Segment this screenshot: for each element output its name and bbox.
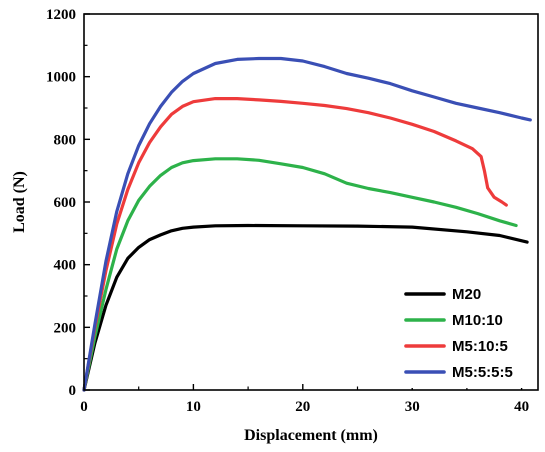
- legend-label-m20: M20: [452, 286, 481, 303]
- series-lines: [82, 56, 532, 392]
- legend-box: [388, 270, 536, 388]
- x-tick-label: 10: [186, 399, 201, 415]
- y-tick-label: 600: [54, 195, 77, 211]
- legend-label-m10-10: M10:10: [452, 312, 503, 329]
- plot-frame: [83, 13, 539, 391]
- y-tick-label: 1000: [46, 70, 76, 86]
- legend: M20 M10:10 M5:10:5 M5:5:5:5: [388, 270, 536, 388]
- y-tick-label: 200: [54, 320, 77, 336]
- x-axis-title: Displacement (mm): [244, 427, 378, 444]
- y-tick-label: 0: [69, 383, 77, 399]
- legend-label-m5-10-5: M5:10:5: [452, 338, 508, 355]
- x-tick-label: 30: [405, 399, 420, 415]
- x-tick-labels: 0 10 20 30 40: [80, 399, 529, 415]
- y-tick-label: 400: [54, 258, 77, 274]
- y-axis-title: Load (N): [11, 171, 28, 233]
- x-tick-label: 20: [295, 399, 310, 415]
- legend-label-m5-5-5-5: M5:5:5:5: [452, 364, 513, 381]
- series-line-m5-5-5-5: [82, 56, 532, 392]
- x-tick-label: 40: [514, 399, 529, 415]
- series-line-m20: [82, 223, 529, 392]
- y-tick-label: 800: [54, 132, 77, 148]
- y-tick-labels: 0 200 400 600 800 1000 1200: [46, 7, 76, 399]
- series-line-m5-10-5: [82, 97, 508, 392]
- series-line-m10-10: [82, 157, 518, 392]
- y-tick-label: 1200: [46, 7, 76, 23]
- x-tick-label: 0: [80, 399, 88, 415]
